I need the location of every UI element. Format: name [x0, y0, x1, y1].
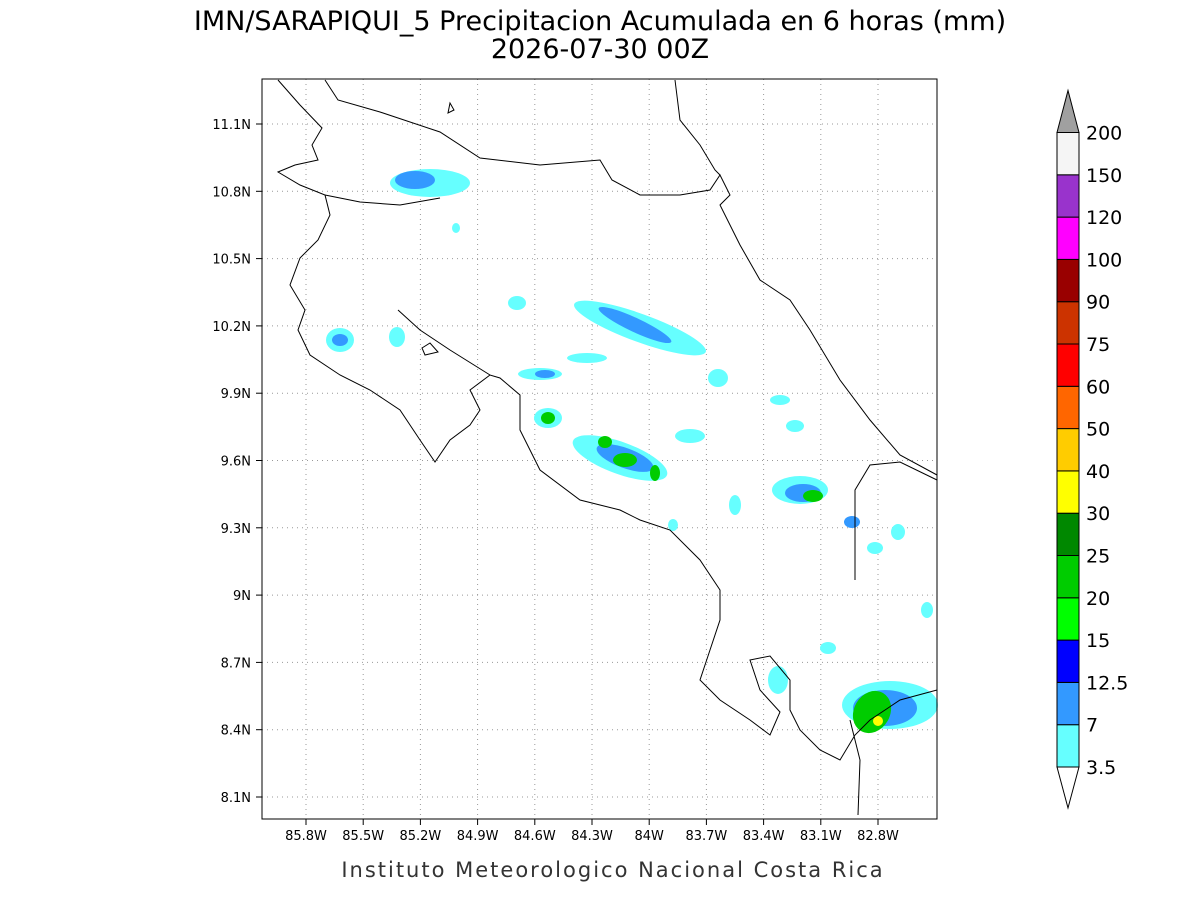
x-tick-label: 84.6W [514, 829, 556, 844]
y-tick-label: 8.7N [221, 656, 251, 671]
y-tick-label: 11.1N [212, 118, 251, 133]
x-tick-label: 83.1W [800, 829, 842, 844]
precipitation [326, 169, 938, 734]
colorbar-box [1056, 681, 1080, 726]
x-tick-label: 85.8W [285, 829, 327, 844]
colorbar-box [1056, 555, 1080, 599]
y-tick-label: 9N [233, 589, 251, 604]
colorbar-under [1056, 766, 1080, 810]
colorbar-box [1056, 639, 1080, 683]
colorbar-box [1056, 470, 1080, 514]
y-tick-label: 9.9N [221, 387, 251, 402]
colorbar-label: 75 [1086, 334, 1110, 356]
x-tick-label: 83.4W [743, 829, 785, 844]
colorbar-label: 90 [1086, 292, 1110, 314]
y-tick-label: 8.1N [221, 791, 251, 806]
colorbar-box [1056, 132, 1080, 176]
x-tick-label: 85.5W [342, 829, 384, 844]
colorbar: 3.5 7 12.5 15 20 25 30 40 50 60 75 90 100 120 150 200 [1056, 88, 1128, 810]
x-tick-label: 84.9W [457, 829, 499, 844]
x-tick-label: 85.2W [399, 829, 441, 844]
colorbar-label: 20 [1086, 588, 1110, 610]
colorbar-label: 15 [1086, 630, 1110, 652]
colorbar-label: 30 [1086, 503, 1110, 525]
y-tick-label: 10.8N [212, 185, 251, 200]
colorbar-box [1056, 343, 1080, 387]
colorbar-box [1056, 597, 1080, 641]
y-tick-label: 8.4N [221, 724, 251, 739]
colorbar-label: 3.5 [1086, 757, 1116, 779]
colorbar-label: 50 [1086, 419, 1110, 441]
title: IMN/SARAPIQUI_5 Precipitacion Acumulada … [194, 6, 1006, 37]
colorbar-label: 7 [1086, 715, 1098, 737]
x-tick-label: 82.8W [857, 829, 899, 844]
colorbar-label: 12.5 [1086, 672, 1128, 694]
colorbar-box [1056, 301, 1080, 345]
axes: 85.8W 85.5W 85.2W 84.9W 84.6W 84.3W 84W 83.7W 83… [212, 118, 899, 844]
x-tick-label: 84.3W [571, 829, 613, 844]
subtitle: 2026-07-30 00Z [491, 34, 709, 65]
colorbar-box [1056, 428, 1080, 472]
colorbar-box [1056, 724, 1080, 768]
x-tick-label: 84W [634, 829, 664, 844]
colorbar-box [1056, 512, 1080, 557]
y-tick-label: 9.6N [221, 455, 251, 470]
colorbar-label: 100 [1086, 249, 1122, 271]
footer: Instituto Meteorologico Nacional Costa R… [341, 858, 884, 882]
colorbar-box [1056, 385, 1080, 430]
y-tick-label: 10.2N [212, 320, 251, 335]
colorbar-label: 150 [1086, 165, 1122, 187]
colorbar-box [1056, 174, 1080, 218]
colorbar-label: 40 [1086, 461, 1110, 483]
colorbar-box [1056, 258, 1080, 303]
colorbar-label: 200 [1086, 123, 1122, 145]
colorbar-box [1056, 216, 1080, 260]
colorbar-label: 120 [1086, 207, 1122, 229]
colorbar-label: 25 [1086, 546, 1110, 568]
y-tick-label: 10.5N [212, 253, 251, 268]
colorbar-over [1056, 88, 1080, 133]
x-tick-label: 83.7W [685, 829, 727, 844]
map-frame [261, 78, 938, 820]
y-tick-label: 9.3N [221, 522, 251, 537]
colorbar-label: 60 [1086, 376, 1110, 398]
coastline [276, 79, 938, 816]
